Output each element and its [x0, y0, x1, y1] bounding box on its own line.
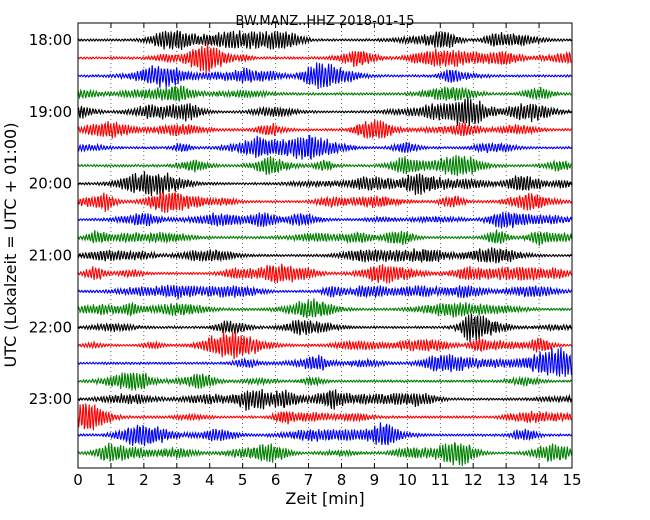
trace-2230: [77, 346, 573, 377]
trace-1945: [77, 154, 572, 177]
y-tick-label: 19:00: [29, 103, 72, 121]
y-tick-label: 22:00: [29, 318, 72, 336]
x-tick-label: 1: [106, 471, 116, 489]
x-tick-label: 9: [370, 471, 380, 489]
y-axis-label: UTC (Lokalzeit = UTC + 01:00): [1, 123, 20, 368]
x-tick-labels: 0 1 2 3 4 5 6 7 8 9 10 11 12 13 14 15: [73, 471, 581, 489]
x-tick-label: 6: [271, 471, 281, 489]
x-tick-label: 15: [562, 471, 581, 489]
trace-2215: [77, 331, 572, 360]
trace-2200: [77, 313, 572, 343]
trace-1800: [77, 30, 572, 50]
trace-2030: [77, 211, 573, 229]
trace-1915: [77, 119, 572, 139]
trace-2045: [77, 229, 573, 246]
x-axis-label: Zeit [min]: [285, 489, 364, 508]
x-tick-label: 10: [398, 471, 417, 489]
x-tick-label: 3: [172, 471, 182, 489]
seismic-traces: [77, 30, 573, 467]
trace-2315: [77, 403, 572, 431]
trace-2100: [77, 247, 572, 264]
trace-1900: [77, 96, 572, 127]
x-tick-label: 4: [205, 471, 215, 489]
trace-1845: [77, 85, 572, 102]
trace-2130: [77, 284, 572, 300]
trace-2245: [77, 372, 572, 392]
y-tick-label: 18:00: [29, 31, 72, 49]
trace-2115: [77, 263, 572, 284]
trace-2015: [77, 191, 572, 214]
chart-title: BW.MANZ..HHZ 2018-01-15: [235, 14, 414, 29]
axis-ticks: [77, 23, 573, 468]
y-tick-labels: 18:00 19:00 20:00 21:00 22:00 23:00: [29, 31, 72, 408]
x-tick-label: 8: [337, 471, 347, 489]
x-tick-label: 5: [238, 471, 248, 489]
x-tick-label: 0: [73, 471, 83, 489]
x-tick-label: 12: [464, 471, 483, 489]
x-tick-label: 2: [139, 471, 149, 489]
trace-2300: [77, 388, 573, 411]
y-tick-label: 20:00: [29, 175, 72, 193]
y-tick-label: 21:00: [29, 246, 72, 264]
plot-frame: [77, 22, 573, 469]
trace-2330: [77, 422, 572, 447]
y-tick-label: 23:00: [29, 390, 72, 408]
trace-1930: [77, 134, 572, 161]
x-tick-label: 14: [530, 471, 549, 489]
x-tick-label: 13: [497, 471, 516, 489]
trace-2000: [77, 171, 573, 197]
trace-1830: [77, 62, 572, 90]
x-tick-label: 7: [304, 471, 314, 489]
trace-2145: [77, 298, 572, 319]
trace-2345: [77, 442, 573, 467]
trace-1815: [78, 42, 572, 74]
x-tick-label: 11: [431, 471, 450, 489]
